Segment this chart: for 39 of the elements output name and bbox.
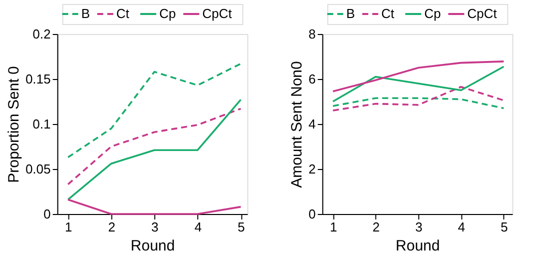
legend-label: B [346, 6, 355, 21]
y-tick-label: 2 [308, 162, 316, 176]
legend-label: B [81, 6, 90, 21]
x-tick-label: 5 [238, 220, 245, 234]
x-tick-label: 3 [415, 220, 422, 234]
x-axis-title: Round [130, 238, 175, 254]
x-tick-label: 2 [372, 220, 380, 234]
y-tick-label: 0.15 [25, 72, 51, 86]
line-series [332, 86, 505, 112]
x-tick-label: 3 [151, 220, 159, 234]
legend-label: Cp [159, 6, 176, 21]
legend-label: Ct [381, 6, 395, 21]
x-tick-label: 2 [108, 220, 116, 234]
line-series [332, 97, 505, 110]
line-series [332, 66, 505, 102]
line-series [67, 62, 242, 158]
x-tick-label: 1 [64, 220, 72, 234]
y-tick-label: 0 [308, 206, 316, 222]
line-series [332, 60, 505, 92]
y-tick-label: 0.2 [32, 26, 51, 42]
y-axis-title: Amount Sent Non0 [288, 61, 306, 188]
x-tick-label: 5 [500, 220, 508, 234]
line-series [67, 98, 242, 200]
y-axis-title: Proportion Sent 0 [5, 66, 22, 183]
legend-label: Cp [424, 6, 441, 21]
y-tick-label: 0.05 [25, 162, 51, 176]
legend-label: CpCt [202, 6, 232, 21]
x-tick-label: 4 [194, 220, 202, 234]
y-tick-label: 8 [308, 26, 316, 42]
y-tick-label: 6 [308, 72, 316, 86]
y-tick-label: 0.1 [32, 116, 51, 132]
legend-label: Ct [116, 6, 130, 21]
y-tick-label: 4 [308, 116, 316, 132]
x-tick-label: 1 [330, 220, 338, 234]
x-axis-title: Round [396, 238, 440, 254]
y-tick-label: 0 [44, 206, 51, 222]
line-series [67, 108, 242, 186]
x-tick-label: 4 [458, 220, 466, 234]
legend-label: CpCt [467, 6, 498, 21]
